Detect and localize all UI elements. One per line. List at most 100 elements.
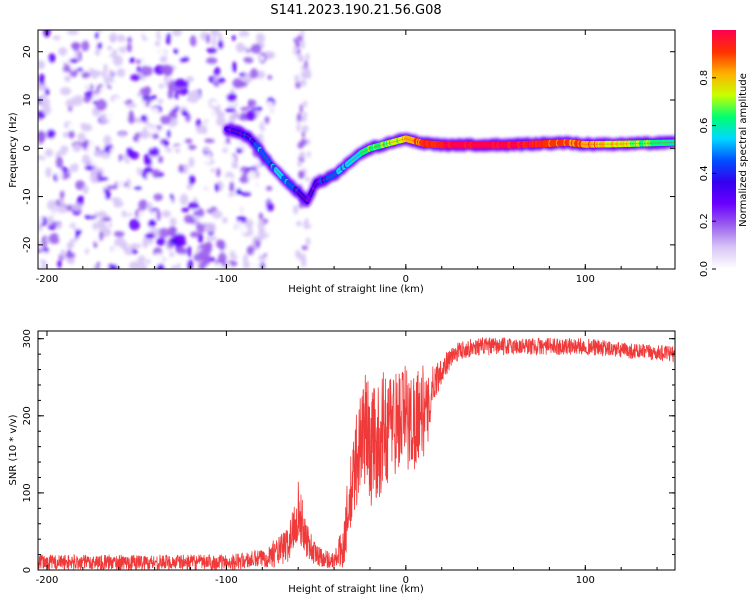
noise-blob: [103, 63, 108, 73]
noise-blob: [114, 198, 119, 208]
noise-blob: [205, 57, 218, 65]
noise-blob: [240, 106, 249, 111]
noise-blob: [98, 265, 110, 269]
noise-blob: [250, 43, 262, 54]
noise-blob: [105, 111, 113, 121]
noise-blob: [38, 173, 47, 183]
noise-blob: [204, 138, 215, 144]
noise-blob: [297, 141, 304, 149]
noise-blob: [299, 79, 307, 87]
noise-blob: [136, 65, 141, 73]
noise-blob: [85, 79, 91, 91]
noise-blob: [41, 251, 50, 257]
noise-blob: [124, 206, 134, 215]
noise-blob: [300, 30, 305, 38]
noise-blob: [243, 56, 254, 64]
snr-ytick-label: 0: [22, 567, 33, 573]
spectrogram-ytick-label: 20: [22, 45, 33, 58]
noise-blob: [106, 184, 119, 190]
noise-blob: [136, 92, 142, 97]
noise-blob: [198, 216, 207, 225]
noise-blob: [210, 92, 216, 100]
noise-blob: [205, 85, 211, 96]
spectrogram-ytick-label: -20: [22, 237, 33, 253]
noise-blob: [240, 191, 252, 197]
noise-blob: [169, 130, 178, 136]
noise-blob: [139, 87, 151, 98]
noise-blob: [238, 97, 247, 107]
noise-blob: [175, 247, 188, 255]
noise-blob: [180, 30, 190, 38]
noise-blob: [239, 62, 250, 73]
noise-blob: [150, 78, 159, 87]
noise-blob: [202, 126, 208, 135]
noise-blob: [264, 51, 276, 59]
noise-blob: [74, 221, 85, 230]
noise-blob: [253, 170, 260, 176]
noise-blob: [296, 48, 301, 55]
noise-blob: [298, 170, 305, 179]
noise-blob: [114, 119, 124, 128]
noise-blob: [299, 103, 303, 114]
noise-blob: [134, 185, 143, 191]
noise-blob: [151, 168, 161, 178]
noise-blob: [77, 132, 86, 142]
noise-blob: [115, 173, 122, 179]
noise-blob: [38, 73, 45, 85]
noise-blob: [89, 159, 101, 167]
noise-blob: [44, 79, 53, 89]
noise-blob: [106, 212, 119, 217]
noise-blob: [174, 148, 181, 154]
noise-blob: [253, 236, 265, 241]
noise-blob: [129, 141, 140, 149]
noise-blob: [295, 40, 301, 49]
noise-blob: [81, 40, 90, 52]
noise-blob: [216, 111, 226, 119]
noise-blob: [56, 223, 63, 230]
noise-blob: [247, 126, 256, 131]
noise-blob: [120, 132, 125, 138]
noise-blob: [255, 32, 266, 44]
noise-blob: [258, 212, 264, 221]
noise-blob: [264, 115, 270, 125]
noise-blob: [253, 249, 264, 255]
noise-blob: [129, 261, 141, 269]
noise-blob: [145, 109, 152, 116]
noise-blob: [142, 236, 149, 249]
noise-blob: [143, 153, 150, 165]
noise-blob: [303, 100, 308, 108]
noise-blob: [166, 129, 172, 139]
noise-blob: [176, 262, 181, 269]
noise-blob: [232, 144, 239, 150]
noise-blob: [293, 37, 298, 43]
spectrogram-xlabel: Height of straight line (km): [288, 284, 424, 295]
noise-blob: [173, 48, 179, 55]
noise-blob: [99, 176, 109, 182]
noise-blob: [149, 117, 161, 127]
noise-blob: [161, 210, 171, 218]
noise-blob: [159, 115, 171, 125]
snr-panel: -200 -100 0 100 0 100 200 300 Height of straigh…: [8, 329, 676, 595]
spectrogram-ytick-label: 10: [22, 94, 33, 107]
spectrogram-xtick-label: -200: [36, 274, 59, 285]
noise-blob: [296, 123, 301, 133]
noise-blob: [196, 152, 208, 165]
noise-blob: [242, 254, 249, 263]
noise-blob: [217, 39, 224, 50]
noise-blob: [96, 171, 103, 183]
noise-blob: [168, 198, 174, 211]
noise-blob: [57, 259, 63, 269]
noise-blob: [187, 201, 200, 210]
noise-blob: [90, 171, 99, 184]
noise-blob: [50, 40, 61, 48]
spectrogram-image: [38, 30, 675, 269]
noise-blob: [231, 195, 240, 201]
noise-blob: [140, 44, 146, 51]
noise-blob: [199, 53, 207, 63]
noise-blob: [63, 200, 72, 205]
noise-blob: [119, 159, 126, 170]
noise-blob: [245, 110, 257, 121]
noise-blob: [236, 81, 248, 88]
noise-blob: [301, 245, 309, 251]
noise-blob: [295, 249, 301, 258]
